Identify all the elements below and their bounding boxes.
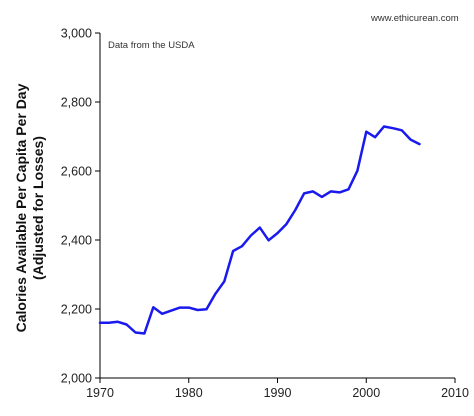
y-tick-label: 3,000 xyxy=(61,27,92,41)
x-tick-label: 2000 xyxy=(352,386,380,400)
y-axis-label: Calories Available Per Capita Per Day (A… xyxy=(13,83,46,332)
y-tick-label: 2,000 xyxy=(61,372,92,386)
x-tick-label: 1980 xyxy=(175,386,203,400)
series-line-calories xyxy=(98,125,421,335)
y-axis-label-line-1: Calories Available Per Capita Per Day xyxy=(13,83,29,332)
y-tick-label: 2,400 xyxy=(61,234,92,248)
y-tick-label: 2,200 xyxy=(61,303,92,317)
y-axis-label-line-2: (Adjusted for Losses) xyxy=(30,136,46,280)
x-tick-label: 2010 xyxy=(441,386,469,400)
source-credit: www.ethicurean.com xyxy=(370,13,459,24)
y-tick-label: 2,600 xyxy=(61,165,92,179)
y-tick-label: 2,800 xyxy=(61,96,92,110)
y-axis-ticks: 2,000 2,200 2,400 2,600 2,800 3,000 xyxy=(61,27,100,386)
plot-area xyxy=(100,33,455,377)
x-axis-ticks: 1970 1980 1990 2000 2010 xyxy=(86,378,469,400)
series-group xyxy=(98,125,421,335)
x-tick-label: 1970 xyxy=(86,386,114,400)
x-tick-label: 1990 xyxy=(264,386,292,400)
usda-annotation: Data from the USDA xyxy=(108,40,195,51)
